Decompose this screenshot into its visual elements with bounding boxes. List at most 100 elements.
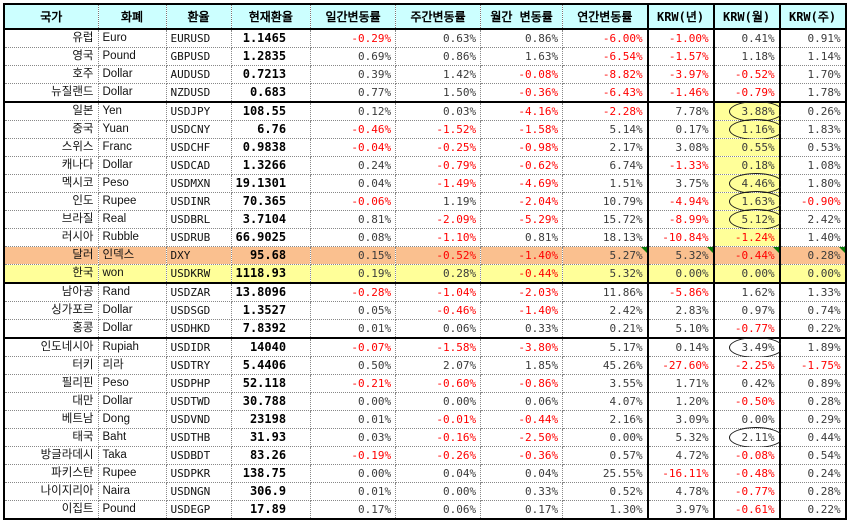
cell-rate[interactable]: 1.2835: [230, 47, 312, 66]
cell-yearly[interactable]: 2.17%: [562, 138, 649, 157]
cell-country[interactable]: 달러: [3, 246, 99, 265]
cell-monthly[interactable]: -1.40%: [480, 301, 564, 320]
cell-daily[interactable]: -0.04%: [310, 138, 397, 157]
cell-weekly[interactable]: -1.58%: [395, 337, 482, 357]
cell-country[interactable]: 남아공: [3, 282, 99, 302]
cell-pair[interactable]: USDBDT: [165, 446, 232, 465]
cell-yearly[interactable]: 15.72%: [562, 210, 649, 229]
cell-krw_w[interactable]: 1.78%: [778, 83, 847, 103]
cell-weekly[interactable]: -0.26%: [395, 446, 482, 465]
cell-rate[interactable]: 17.89: [230, 500, 312, 520]
cell-pair[interactable]: USDBRL: [165, 210, 232, 229]
cell-krw_y[interactable]: 7.78%: [646, 101, 715, 121]
cell-krw_y[interactable]: 5.10%: [646, 319, 715, 339]
cell-rate[interactable]: 14040: [230, 337, 312, 357]
cell-krw_y[interactable]: 3.97%: [646, 500, 715, 520]
cell-krw_w[interactable]: 0.29%: [778, 410, 847, 429]
cell-krw_m[interactable]: 1.16%: [712, 119, 783, 140]
cell-krw_w[interactable]: 0.54%: [778, 446, 847, 465]
cell-currency[interactable]: Naira: [97, 482, 167, 501]
cell-currency[interactable]: Dollar: [97, 392, 167, 411]
cell-monthly[interactable]: -1.58%: [480, 120, 564, 139]
cell-yearly[interactable]: 0.52%: [562, 482, 649, 501]
cell-country[interactable]: 한국: [3, 264, 99, 284]
cell-pair[interactable]: EURUSD: [165, 28, 232, 48]
cell-currency[interactable]: Rupiah: [97, 337, 167, 357]
cell-monthly[interactable]: -4.16%: [480, 101, 564, 121]
cell-daily[interactable]: 0.50%: [310, 356, 397, 375]
cell-country[interactable]: 호주: [3, 65, 99, 84]
cell-daily[interactable]: 0.19%: [310, 264, 397, 284]
cell-yearly[interactable]: 5.17%: [562, 337, 649, 357]
cell-currency[interactable]: won: [97, 264, 167, 284]
cell-yearly[interactable]: 45.26%: [562, 356, 649, 375]
column-header-currency[interactable]: 화폐: [97, 3, 167, 30]
cell-daily[interactable]: 0.24%: [310, 156, 397, 175]
cell-monthly[interactable]: -2.04%: [480, 192, 564, 211]
cell-rate[interactable]: 52.118: [230, 374, 312, 393]
cell-daily[interactable]: -0.21%: [310, 374, 397, 393]
cell-krw_w[interactable]: 0.44%: [778, 428, 847, 447]
cell-krw_y[interactable]: -1.33%: [646, 156, 715, 175]
cell-monthly[interactable]: -0.62%: [480, 156, 564, 175]
cell-daily[interactable]: 0.04%: [310, 174, 397, 193]
cell-monthly[interactable]: 0.33%: [480, 482, 564, 501]
cell-currency[interactable]: Franc: [97, 138, 167, 157]
cell-krw_m[interactable]: -1.24%: [712, 228, 781, 247]
cell-daily[interactable]: -0.46%: [310, 120, 397, 139]
cell-pair[interactable]: DXY: [165, 246, 232, 265]
cell-krw_y[interactable]: -1.46%: [646, 83, 715, 103]
cell-krw_w[interactable]: 0.28%: [778, 246, 847, 265]
cell-rate[interactable]: 5.4406: [230, 356, 312, 375]
cell-rate[interactable]: 1.1465: [230, 28, 312, 48]
cell-weekly[interactable]: 0.63%: [395, 28, 482, 48]
cell-yearly[interactable]: 4.07%: [562, 392, 649, 411]
cell-pair[interactable]: USDCHF: [165, 138, 232, 157]
cell-monthly[interactable]: -3.80%: [480, 337, 564, 357]
cell-yearly[interactable]: 3.55%: [562, 374, 649, 393]
cell-country[interactable]: 파키스탄: [3, 464, 99, 483]
cell-weekly[interactable]: 0.06%: [395, 319, 482, 339]
cell-yearly[interactable]: 18.13%: [562, 228, 649, 247]
cell-country[interactable]: 대만: [3, 392, 99, 411]
cell-rate[interactable]: 1.3527: [230, 301, 312, 320]
cell-rate[interactable]: 13.8096: [230, 282, 312, 302]
cell-rate[interactable]: 138.75: [230, 464, 312, 483]
cell-krw_w[interactable]: 0.74%: [778, 301, 847, 320]
cell-pair[interactable]: USDMXN: [165, 174, 232, 193]
cell-weekly[interactable]: -2.09%: [395, 210, 482, 229]
cell-weekly[interactable]: 0.03%: [395, 101, 482, 121]
cell-weekly[interactable]: 1.19%: [395, 192, 482, 211]
column-header-krw_m[interactable]: KRW(월): [712, 3, 781, 30]
cell-rate[interactable]: 30.788: [230, 392, 312, 411]
cell-krw_y[interactable]: -4.94%: [646, 192, 715, 211]
cell-daily[interactable]: 0.01%: [310, 482, 397, 501]
cell-daily[interactable]: 0.69%: [310, 47, 397, 66]
cell-yearly[interactable]: 5.27%: [562, 246, 649, 265]
cell-daily[interactable]: 0.00%: [310, 464, 397, 483]
cell-currency[interactable]: Dollar: [97, 65, 167, 84]
cell-krw_m[interactable]: 1.18%: [712, 47, 781, 66]
cell-pair[interactable]: USDPKR: [165, 464, 232, 483]
cell-pair[interactable]: USDIDR: [165, 337, 232, 357]
cell-krw_m[interactable]: 2.11%: [712, 427, 783, 448]
column-header-daily[interactable]: 일간변동률: [310, 3, 397, 30]
cell-krw_m[interactable]: 0.00%: [712, 410, 781, 429]
cell-rate[interactable]: 31.93: [230, 428, 312, 447]
cell-currency[interactable]: 리라: [97, 356, 167, 375]
cell-daily[interactable]: 0.01%: [310, 319, 397, 339]
cell-rate[interactable]: 70.365: [230, 192, 312, 211]
cell-rate[interactable]: 23198: [230, 410, 312, 429]
cell-weekly[interactable]: -0.25%: [395, 138, 482, 157]
cell-krw_m[interactable]: 3.88%: [712, 101, 783, 122]
cell-krw_m[interactable]: 0.55%: [712, 138, 781, 157]
cell-monthly[interactable]: 0.81%: [480, 228, 564, 247]
cell-krw_y[interactable]: -5.86%: [646, 282, 715, 302]
cell-krw_w[interactable]: 0.00%: [778, 264, 847, 284]
cell-rate[interactable]: 1118.93: [230, 264, 312, 284]
cell-pair[interactable]: USDVND: [165, 410, 232, 429]
cell-rate[interactable]: 0.683: [230, 83, 312, 103]
cell-pair[interactable]: USDRUB: [165, 228, 232, 247]
cell-rate[interactable]: 3.7104: [230, 210, 312, 229]
cell-yearly[interactable]: -6.54%: [562, 47, 649, 66]
